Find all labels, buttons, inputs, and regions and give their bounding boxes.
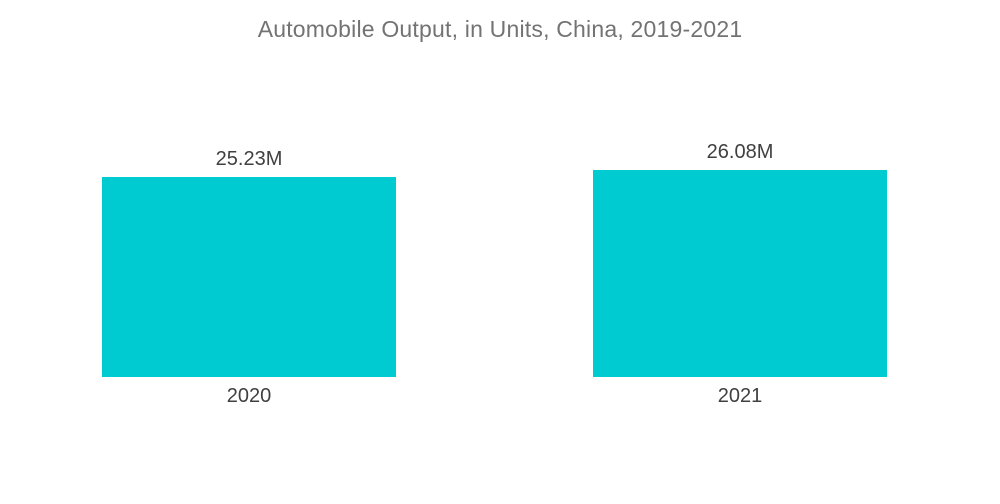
x-axis-label-2020: 2020: [226, 385, 272, 407]
bar-value-label: 26.08M: [706, 141, 774, 163]
chart-title: Automobile Output, in Units, China, 2019…: [257, 16, 743, 42]
bar-2021: [593, 170, 887, 377]
bar-2020: [102, 177, 396, 377]
x-axis-label-2021: 2021: [717, 385, 763, 407]
bar-value-label: 25.23M: [215, 148, 283, 170]
